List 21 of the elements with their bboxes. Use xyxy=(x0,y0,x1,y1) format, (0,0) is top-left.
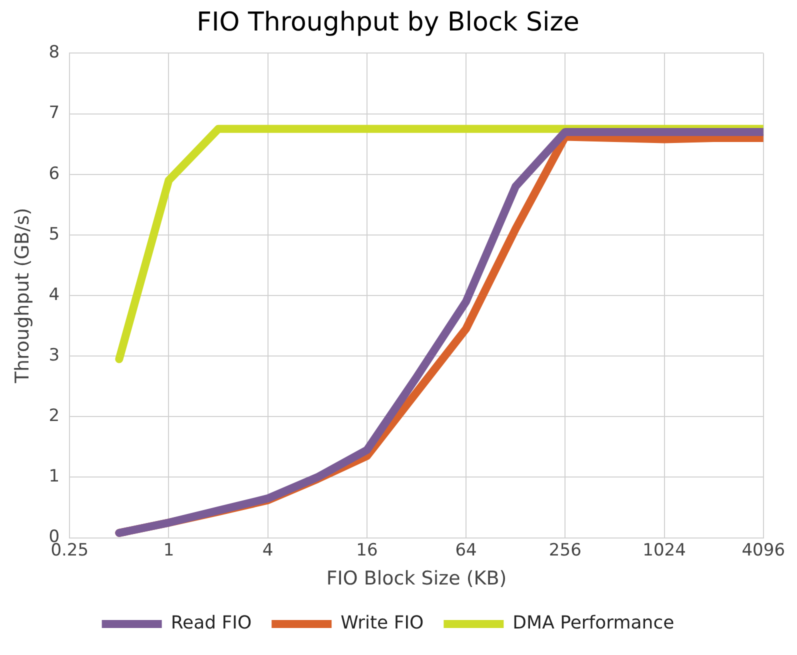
x-tick-label: 1 xyxy=(163,540,174,560)
y-axis-title: Throughput (GB/s) xyxy=(11,208,34,384)
y-tick-label: 5 xyxy=(48,224,60,244)
legend-label: Write FIO xyxy=(340,612,424,634)
legend-label: Read FIO xyxy=(170,612,252,634)
x-tick-label: 4096 xyxy=(742,540,785,560)
y-tick-label: 6 xyxy=(48,164,60,184)
x-tick-label: 16 xyxy=(356,540,378,560)
legend-label: DMA Performance xyxy=(512,612,674,634)
y-tick-label: 4 xyxy=(48,284,60,305)
y-tick-label: 7 xyxy=(48,103,60,124)
x-tick-label: 64 xyxy=(455,540,477,560)
y-tick-label: 2 xyxy=(48,406,60,426)
chart-title: FIO Throughput by Block Size xyxy=(196,7,580,38)
x-tick-label: 4 xyxy=(262,540,274,560)
y-tick-label: 8 xyxy=(48,42,60,63)
y-tick-label: 1 xyxy=(48,466,60,487)
x-tick-label: 256 xyxy=(548,540,582,560)
x-axis-title: FIO Block Size (KB) xyxy=(326,568,507,590)
x-tick-label: 1024 xyxy=(642,540,686,560)
y-tick-label: 3 xyxy=(48,345,60,366)
